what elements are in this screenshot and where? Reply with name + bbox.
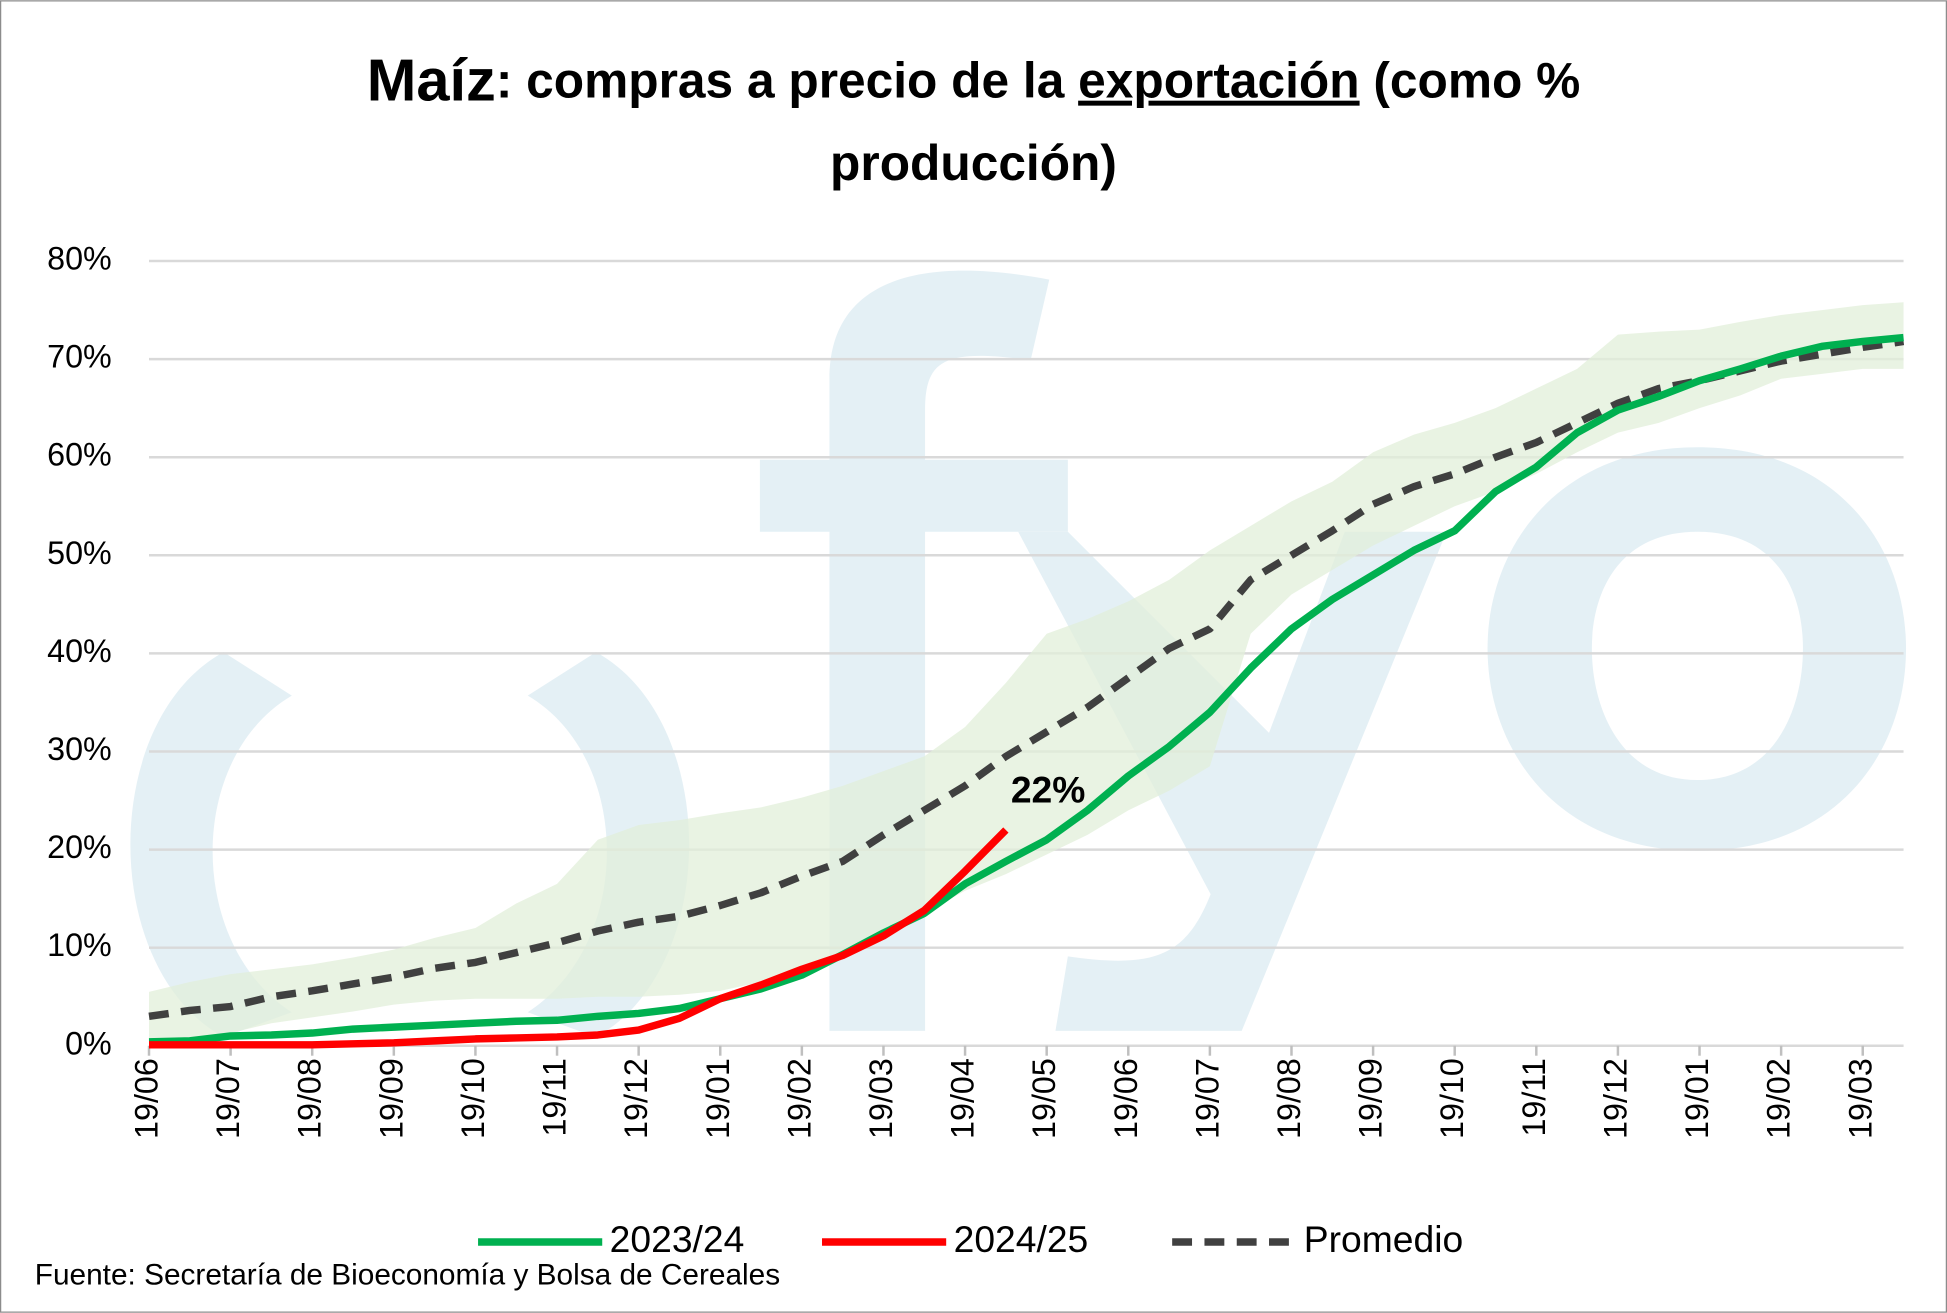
source-note: Fuente: Secretaría de Bioeconomía y Bols… [35, 1259, 780, 1292]
chart-title: Maíz: compras a precio de la exportación… [367, 46, 1581, 113]
x-tick-label: 19/11 [1516, 1058, 1552, 1136]
y-tick-label: 30% [47, 731, 112, 767]
y-tick-label: 60% [47, 437, 112, 473]
x-tick-label: 19/11 [537, 1058, 573, 1136]
legend-label: Promedio [1304, 1218, 1463, 1260]
x-tick-label: 19/02 [1761, 1058, 1797, 1139]
x-tick-label: 19/05 [1026, 1058, 1062, 1139]
x-tick-label: 19/12 [618, 1058, 654, 1139]
x-tick-label: 19/03 [1842, 1058, 1878, 1139]
data-label: 22% [1011, 769, 1086, 811]
x-tick-label: 19/09 [373, 1058, 409, 1139]
chart-title-line2: producción) [830, 135, 1117, 191]
x-tick-label: 19/10 [1434, 1058, 1470, 1139]
title-part: (como % [1360, 53, 1581, 109]
x-tick-label: 19/07 [210, 1058, 246, 1139]
y-tick-label: 0% [65, 1025, 112, 1061]
series-line [148, 333, 1904, 1046]
y-tick-label: 50% [47, 535, 112, 571]
x-tick-label: 19/12 [1597, 1058, 1633, 1139]
y-tick-label: 40% [47, 633, 112, 669]
x-tick-label: 19/10 [455, 1058, 491, 1139]
legend-label: 2024/25 [954, 1218, 1089, 1260]
y-tick-label: 80% [47, 241, 112, 277]
x-tick-label: 19/08 [292, 1058, 328, 1139]
x-tick-label: 19/08 [1271, 1058, 1307, 1139]
x-tick-label: 19/03 [863, 1058, 899, 1139]
x-tick-label: 19/04 [945, 1058, 981, 1139]
x-tick-label: 19/06 [129, 1058, 165, 1139]
x-tick-label: 19/09 [1353, 1058, 1389, 1139]
x-tick-label: 19/02 [781, 1058, 817, 1139]
legend-label: 2023/24 [610, 1218, 745, 1260]
y-tick-label: 20% [47, 829, 112, 865]
series-line [149, 827, 1009, 1049]
x-tick-label: 19/01 [700, 1058, 736, 1139]
series-line [148, 337, 1905, 1021]
x-tick-label: 19/01 [1679, 1058, 1715, 1139]
title-part: Maíz [367, 46, 496, 113]
x-tick-label: 19/07 [1189, 1058, 1225, 1139]
title-part: : compras a precio de la [496, 53, 1078, 109]
title-part: exportación [1078, 53, 1359, 109]
x-tick-label: 19/06 [1108, 1058, 1144, 1139]
y-tick-label: 10% [47, 927, 112, 963]
range-band [149, 302, 1904, 1046]
y-tick-label: 70% [47, 339, 112, 375]
